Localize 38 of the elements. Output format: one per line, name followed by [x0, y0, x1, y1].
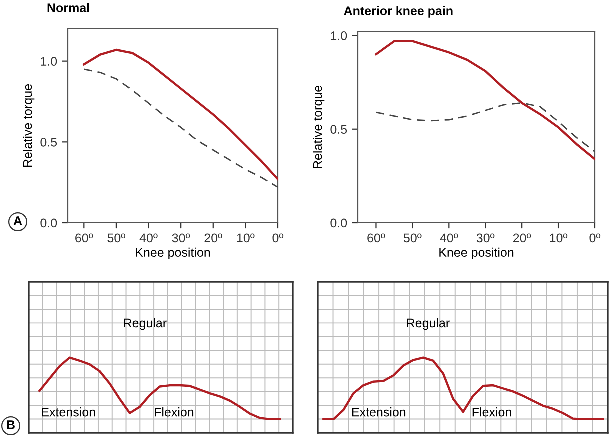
x-tick-label: 10º [550, 234, 568, 243]
chart-title: Anterior knee pain [344, 6, 453, 18]
line-series [376, 102, 595, 153]
text: A [14, 216, 22, 226]
text: Regular [124, 318, 167, 330]
line-series [83, 48, 278, 180]
x-tick-label: 60º [368, 234, 386, 243]
annotation: Flexion [472, 408, 512, 417]
annotation: Extension [42, 408, 96, 417]
y-tick-label: 0.5 [40, 138, 58, 147]
x-tick-label: 30º [172, 234, 190, 243]
x-tick-label: 50º [404, 234, 422, 243]
x-tick-label: 0º [272, 234, 284, 243]
x-tick-label: 50º [108, 234, 126, 243]
x-tick-label: 30º [476, 234, 495, 243]
y-axis-title: Relative torque [23, 84, 35, 168]
x-tick-label: 10º [237, 234, 255, 243]
y-tick-label: 0.0 [40, 218, 58, 228]
x-tick-label: 20º [513, 234, 532, 243]
x-tick-label: 20º [204, 234, 222, 243]
y-tick-label: 1.0 [41, 57, 58, 66]
x-tick-label: 40º [140, 234, 158, 243]
line-series [375, 40, 595, 160]
y-axis-title: Relative torque [313, 86, 325, 169]
x-axis-title: Knee position [136, 248, 210, 260]
x-tick-label: 40º [440, 234, 458, 243]
line-series [83, 68, 278, 188]
text: B [7, 420, 15, 430]
y-tick-label: 1.0 [331, 32, 348, 40]
x-axis-title: Knee position [440, 248, 514, 260]
y-tick-label: 0.0 [330, 218, 348, 228]
annotation: Flexion [155, 408, 194, 417]
x-tick-label: 0º [590, 234, 601, 243]
x-tick-label: 60º [76, 234, 94, 243]
chart-title: Normal [48, 3, 90, 12]
y-tick-label: 0.5 [330, 125, 348, 134]
text: Regular [407, 318, 450, 330]
annotation: Extension [352, 408, 406, 417]
